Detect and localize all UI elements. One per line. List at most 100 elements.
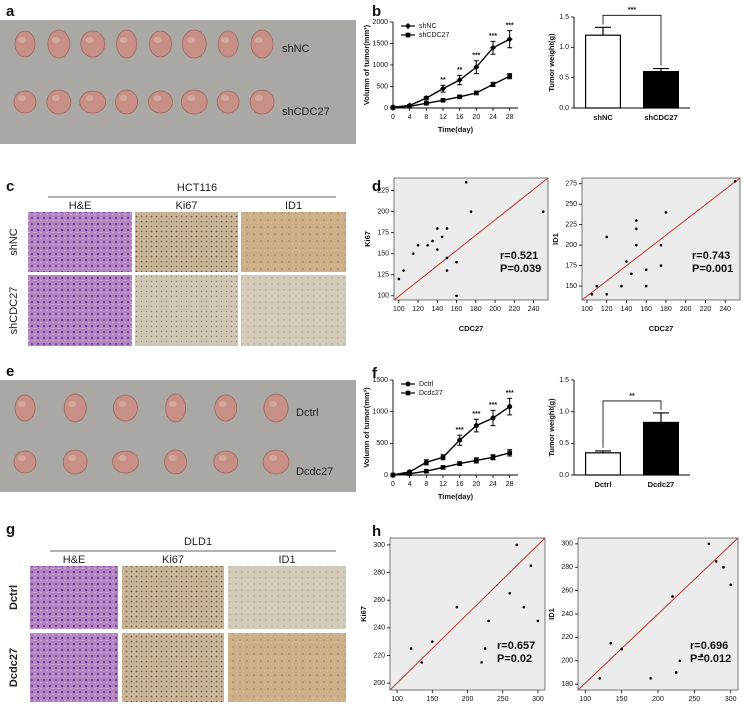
tumor xyxy=(263,393,289,423)
point xyxy=(590,292,594,296)
x-tick-label: 250 xyxy=(689,696,701,703)
point xyxy=(416,244,420,247)
annotation: r=0.521 xyxy=(500,250,538,262)
tumor-highlight xyxy=(118,401,127,407)
annotation: P=0.001 xyxy=(692,263,733,275)
y-tick-label: 1000 xyxy=(372,62,388,69)
point xyxy=(483,647,487,650)
point xyxy=(595,284,599,288)
marker xyxy=(440,465,446,470)
x-tick-label: 20 xyxy=(472,114,480,121)
x-tick-label: 8 xyxy=(424,114,428,121)
row-label: shNC xyxy=(282,43,310,55)
y-tick-label: 0 xyxy=(384,472,388,479)
tumor-highlight xyxy=(153,37,162,43)
marker xyxy=(405,390,411,396)
x-tick-label: 200 xyxy=(652,696,664,703)
panel-letter: g xyxy=(6,521,15,538)
tumor-highlight xyxy=(153,95,162,101)
legend-label: Dctrl xyxy=(419,381,434,388)
significance: *** xyxy=(456,427,464,434)
significance: ** xyxy=(629,393,635,400)
y-axis-label: ID1 xyxy=(551,233,560,245)
x-axis-label: CDC27 xyxy=(649,324,674,333)
point xyxy=(508,591,512,595)
y-tick-label: 0.0 xyxy=(559,105,569,112)
marker xyxy=(490,82,496,87)
x-tick-label: Dctrl xyxy=(594,480,611,489)
error-bar xyxy=(595,450,611,453)
marker xyxy=(506,36,513,43)
column-label: ID1 xyxy=(285,200,302,212)
x-tick-label: shNC xyxy=(593,113,613,122)
x-tick-label: 140 xyxy=(431,306,443,313)
y-tick-label: 175 xyxy=(565,262,577,269)
row-label: Dctrl xyxy=(8,585,20,610)
point xyxy=(436,248,439,251)
y-tick-label: 220 xyxy=(561,634,573,641)
point xyxy=(620,647,623,651)
y-tick-label: 1.5 xyxy=(559,377,569,384)
tumor-highlight xyxy=(18,37,26,43)
tumor xyxy=(13,450,37,474)
error-bar xyxy=(653,67,669,72)
y-axis-label: Ki67 xyxy=(363,231,372,247)
point xyxy=(700,653,703,657)
tumor xyxy=(14,394,36,422)
histology-image xyxy=(30,566,118,629)
point xyxy=(402,269,405,272)
tumor xyxy=(214,394,238,422)
x-tick-label: 300 xyxy=(532,696,544,703)
point xyxy=(445,269,449,272)
x-tick-label: 4 xyxy=(408,481,412,488)
point xyxy=(630,272,633,276)
diagonal-line xyxy=(393,177,549,301)
tumor xyxy=(79,90,107,114)
tumor-highlight xyxy=(68,401,77,407)
y-tick-label: 180 xyxy=(561,681,573,688)
x-tick-label: 240 xyxy=(528,306,540,313)
point xyxy=(659,264,663,267)
y-axis-label: Volumn of tumor(mm³) xyxy=(362,24,371,105)
series-line xyxy=(392,75,510,109)
series-line xyxy=(392,452,510,476)
grid-title: DLD1 xyxy=(184,536,212,548)
marker xyxy=(424,100,429,106)
column-label: ID1 xyxy=(278,554,295,566)
x-tick-label: 220 xyxy=(508,306,520,313)
x-tick-label: 300 xyxy=(725,696,737,703)
y-tick-label: 500 xyxy=(376,83,388,90)
legend-label: shNC xyxy=(419,23,437,30)
point xyxy=(487,619,490,623)
x-tick-label: 16 xyxy=(456,114,464,121)
tumor xyxy=(213,450,239,474)
y-tick-label: 300 xyxy=(373,542,385,549)
tumor-highlight xyxy=(18,401,26,407)
significance: *** xyxy=(506,390,514,397)
row-label: shCDC27 xyxy=(8,287,20,335)
y-tick-label: 260 xyxy=(373,597,385,604)
x-tick-label: 120 xyxy=(601,306,613,313)
marker xyxy=(457,437,463,443)
tumor-highlight xyxy=(221,37,230,43)
y-axis-label: Ki67 xyxy=(359,606,368,622)
y-axis-label: Volumn of tumor(mm³) xyxy=(362,387,371,468)
tumor-highlight xyxy=(255,37,263,43)
tumor-highlight xyxy=(187,37,196,43)
series-line xyxy=(392,38,510,108)
marker xyxy=(405,381,411,387)
y-tick-label: 1.5 xyxy=(559,14,569,21)
tumor-highlight xyxy=(85,37,94,43)
tumor xyxy=(148,90,173,114)
tumor xyxy=(164,449,188,475)
x-tick-label: 24 xyxy=(489,481,497,488)
y-tick-label: 125 xyxy=(377,272,389,279)
histology-image xyxy=(228,566,346,629)
y-tick-label: 240 xyxy=(373,625,385,632)
point xyxy=(664,211,668,214)
y-tick-label: 100 xyxy=(377,293,389,300)
histology-image xyxy=(135,212,238,272)
tumor xyxy=(63,393,87,423)
panel-letter: b xyxy=(372,3,381,20)
marker xyxy=(423,95,430,102)
